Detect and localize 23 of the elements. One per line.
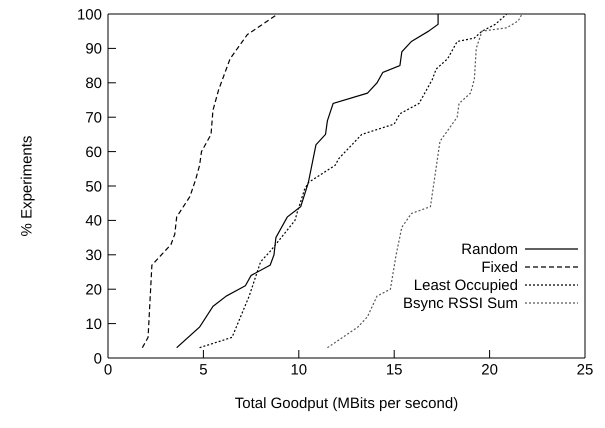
- legend-label: Bsync RSSI Sum: [402, 295, 518, 312]
- legend-label: Random: [461, 241, 518, 258]
- y-tick-label: 10: [85, 316, 102, 333]
- x-tick-label: 15: [386, 362, 403, 379]
- x-axis-title: Total Goodput (MBits per second): [234, 395, 458, 412]
- y-tick-label: 70: [85, 110, 102, 127]
- x-tick-label: 10: [290, 362, 308, 379]
- y-tick-label: 30: [85, 247, 102, 264]
- legend-label: Fixed: [481, 259, 518, 276]
- y-axis-title: % Experiments: [18, 136, 36, 236]
- y-tick-label: 50: [85, 178, 102, 196]
- y-tick-label: 40: [85, 212, 102, 230]
- x-tick-label: 20: [481, 362, 498, 379]
- y-tick-label: 90: [85, 40, 102, 58]
- y-tick-label: 80: [85, 75, 102, 92]
- legend-label: Least Occupied: [414, 277, 518, 294]
- line-series: [326, 14, 523, 348]
- x-tick-label: 5: [199, 362, 208, 379]
- y-tick-label: 20: [85, 282, 102, 299]
- y-tick-label: 60: [85, 144, 102, 161]
- y-tick-label: 0: [94, 350, 102, 368]
- y-tick-label: 100: [76, 6, 102, 24]
- x-tick-label: 25: [576, 362, 594, 379]
